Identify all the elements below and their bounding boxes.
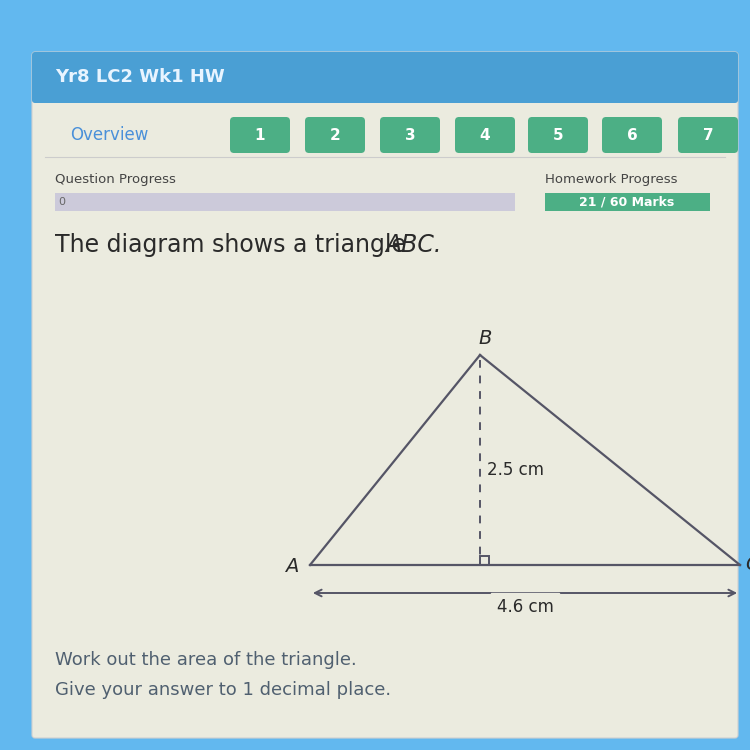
Text: 6: 6	[627, 128, 638, 142]
Bar	[480, 556, 489, 565]
Text: ABC.: ABC.	[385, 233, 441, 257]
Text: B: B	[478, 329, 492, 349]
Text: Overview: Overview	[70, 126, 148, 144]
Text: 4: 4	[480, 128, 490, 142]
Text: Yr8 LC2 Wk1 HW: Yr8 LC2 Wk1 HW	[55, 68, 225, 86]
Text: Give your answer to 1 decimal place.: Give your answer to 1 decimal place.	[55, 681, 392, 699]
FancyBboxPatch shape	[32, 52, 738, 103]
Text: 5: 5	[553, 128, 563, 142]
FancyBboxPatch shape	[678, 117, 738, 153]
Text: The diagram shows a triangle: The diagram shows a triangle	[55, 233, 413, 257]
FancyBboxPatch shape	[32, 52, 738, 738]
Text: 1: 1	[255, 128, 266, 142]
FancyBboxPatch shape	[230, 117, 290, 153]
Text: 3: 3	[405, 128, 416, 142]
Text: Homework Progress: Homework Progress	[545, 172, 677, 185]
Text: 2.5 cm: 2.5 cm	[487, 461, 544, 479]
Bar	[545, 193, 710, 211]
Text: Question Progress: Question Progress	[55, 172, 176, 185]
FancyBboxPatch shape	[305, 117, 365, 153]
FancyBboxPatch shape	[528, 117, 588, 153]
FancyBboxPatch shape	[455, 117, 515, 153]
Text: 4.6 cm: 4.6 cm	[496, 598, 554, 616]
Text: 2: 2	[330, 128, 340, 142]
Text: C: C	[745, 556, 750, 574]
Text: 0: 0	[58, 197, 65, 207]
Text: 21 / 60 Marks: 21 / 60 Marks	[579, 196, 675, 208]
Bar	[55, 193, 515, 211]
Text: A: A	[285, 557, 298, 577]
FancyBboxPatch shape	[602, 117, 662, 153]
Text: Work out the area of the triangle.: Work out the area of the triangle.	[55, 651, 357, 669]
Text: 7: 7	[703, 128, 713, 142]
FancyBboxPatch shape	[380, 117, 440, 153]
